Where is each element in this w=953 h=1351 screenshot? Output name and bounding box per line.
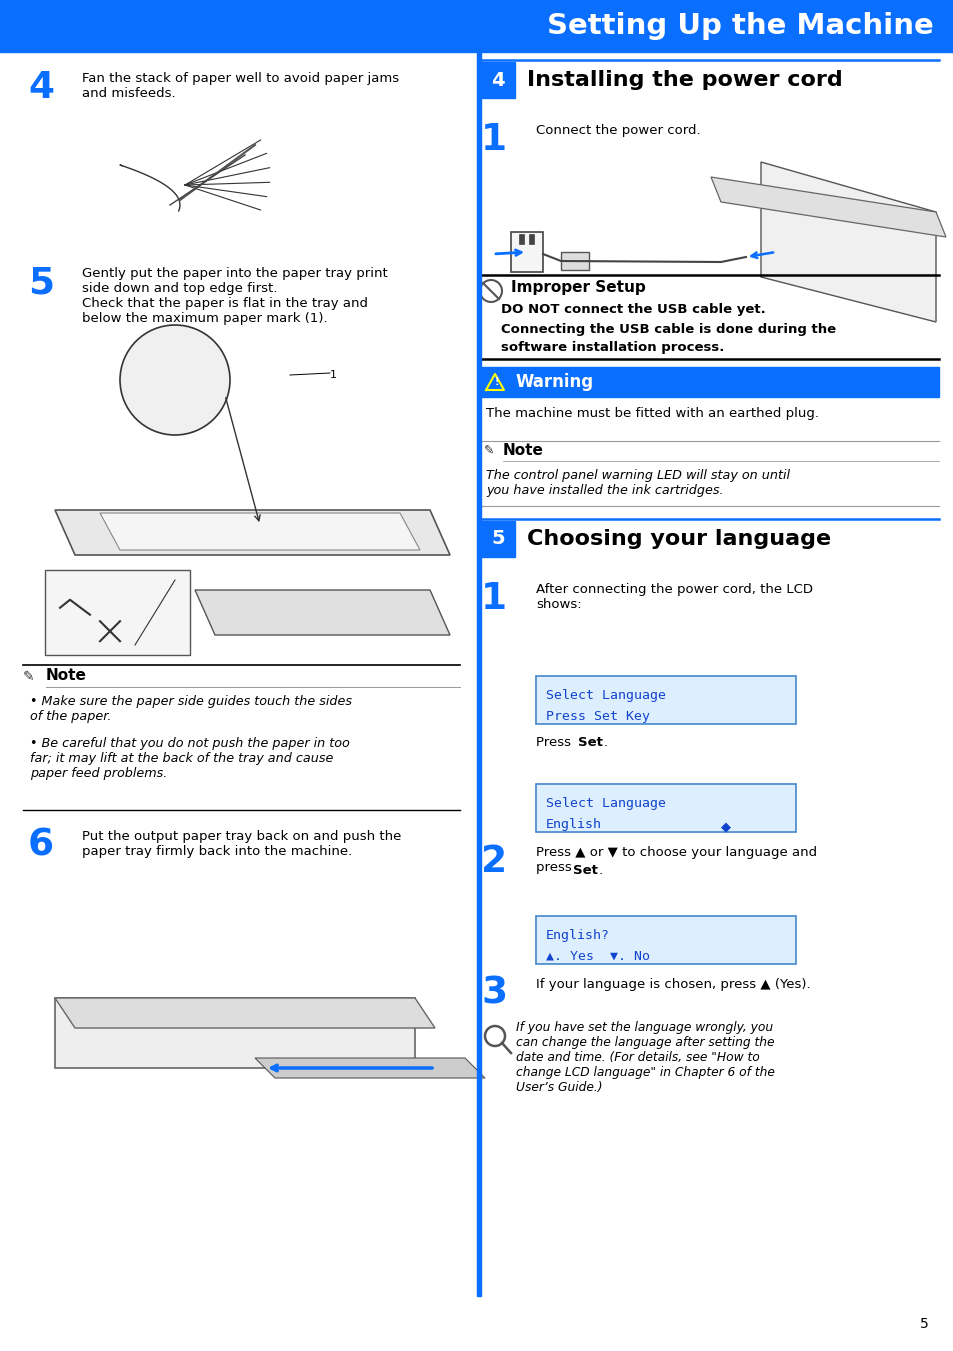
Text: Note: Note bbox=[502, 443, 543, 458]
Text: Press ▲ or ▼ to choose your language and
press: Press ▲ or ▼ to choose your language and… bbox=[536, 846, 817, 874]
Text: software installation process.: software installation process. bbox=[500, 340, 723, 354]
Polygon shape bbox=[55, 998, 435, 1028]
Text: • Be careful that you do not push the paper in too
far; it may lift at the back : • Be careful that you do not push the pa… bbox=[30, 738, 350, 780]
Text: Setting Up the Machine: Setting Up the Machine bbox=[547, 12, 933, 41]
Bar bbox=[480, 521, 515, 557]
Text: English?: English? bbox=[545, 929, 609, 942]
Text: 1: 1 bbox=[330, 370, 336, 380]
Text: Select Language: Select Language bbox=[545, 689, 665, 703]
Text: If your language is chosen, press ▲ (Yes).: If your language is chosen, press ▲ (Yes… bbox=[536, 978, 810, 992]
Text: ✎: ✎ bbox=[483, 444, 494, 457]
Text: 4: 4 bbox=[491, 70, 504, 89]
Text: • Make sure the paper side guides touch the sides
of the paper.: • Make sure the paper side guides touch … bbox=[30, 694, 352, 723]
Text: 2: 2 bbox=[480, 844, 507, 880]
Bar bbox=[536, 784, 795, 832]
Text: .: . bbox=[598, 865, 602, 877]
Text: 6: 6 bbox=[28, 828, 54, 865]
Text: Put the output paper tray back on and push the
paper tray firmly back into the m: Put the output paper tray back on and pu… bbox=[82, 830, 401, 858]
Bar bbox=[511, 232, 542, 272]
Text: Set: Set bbox=[578, 736, 602, 748]
Text: 3: 3 bbox=[480, 975, 507, 1012]
Text: Note: Note bbox=[46, 667, 87, 684]
Text: English: English bbox=[545, 817, 601, 831]
Text: After connecting the power cord, the LCD
shows:: After connecting the power cord, the LCD… bbox=[536, 584, 812, 611]
Bar bbox=[476, 51, 480, 1296]
Text: The control panel warning LED will stay on until
you have installed the ink cart: The control panel warning LED will stay … bbox=[485, 469, 789, 497]
Text: If you have set the language wrongly, you
can change the language after setting : If you have set the language wrongly, yo… bbox=[516, 1021, 774, 1094]
Text: .: . bbox=[603, 736, 607, 748]
Bar bbox=[0, 0, 953, 51]
Text: Press Set Key: Press Set Key bbox=[545, 711, 649, 723]
Text: 1: 1 bbox=[480, 581, 507, 617]
Text: Warning: Warning bbox=[516, 373, 594, 390]
Bar bbox=[529, 234, 534, 245]
Bar bbox=[560, 253, 588, 270]
Text: Connect the power cord.: Connect the power cord. bbox=[536, 124, 700, 136]
Bar bbox=[480, 62, 515, 99]
Bar bbox=[518, 234, 523, 245]
Text: 5: 5 bbox=[491, 530, 504, 549]
Text: Choosing your language: Choosing your language bbox=[526, 530, 830, 549]
Text: 4: 4 bbox=[28, 70, 54, 105]
Text: Gently put the paper into the paper tray print
side down and top edge first.
Che: Gently put the paper into the paper tray… bbox=[82, 267, 387, 326]
Text: !: ! bbox=[495, 377, 498, 386]
Text: Fan the stack of paper well to avoid paper jams
and misfeeds.: Fan the stack of paper well to avoid pap… bbox=[82, 72, 398, 100]
Bar bbox=[536, 676, 795, 724]
Bar bbox=[45, 570, 190, 655]
Polygon shape bbox=[760, 162, 935, 322]
Text: DO NOT connect the USB cable yet.: DO NOT connect the USB cable yet. bbox=[500, 303, 765, 316]
Text: The machine must be fitted with an earthed plug.: The machine must be fitted with an earth… bbox=[485, 407, 818, 420]
Text: Connecting the USB cable is done during the: Connecting the USB cable is done during … bbox=[500, 323, 835, 336]
Polygon shape bbox=[100, 513, 419, 550]
Bar bbox=[480, 367, 938, 397]
Text: Set: Set bbox=[573, 865, 598, 877]
Text: Select Language: Select Language bbox=[545, 797, 665, 811]
Text: ◆: ◆ bbox=[720, 817, 730, 836]
Text: 5: 5 bbox=[28, 265, 54, 301]
Text: Improper Setup: Improper Setup bbox=[511, 280, 645, 295]
Polygon shape bbox=[710, 177, 945, 236]
Text: Press: Press bbox=[536, 736, 575, 748]
Text: 1: 1 bbox=[480, 122, 507, 158]
Circle shape bbox=[120, 326, 230, 435]
Text: 5: 5 bbox=[920, 1317, 928, 1331]
Text: Installing the power cord: Installing the power cord bbox=[526, 70, 841, 91]
Polygon shape bbox=[55, 998, 415, 1069]
Bar bbox=[536, 916, 795, 965]
Text: ✎: ✎ bbox=[23, 670, 34, 684]
Text: ▲. Yes  ▼. No: ▲. Yes ▼. No bbox=[545, 950, 649, 963]
Polygon shape bbox=[55, 509, 450, 555]
Polygon shape bbox=[254, 1058, 484, 1078]
Polygon shape bbox=[194, 590, 450, 635]
